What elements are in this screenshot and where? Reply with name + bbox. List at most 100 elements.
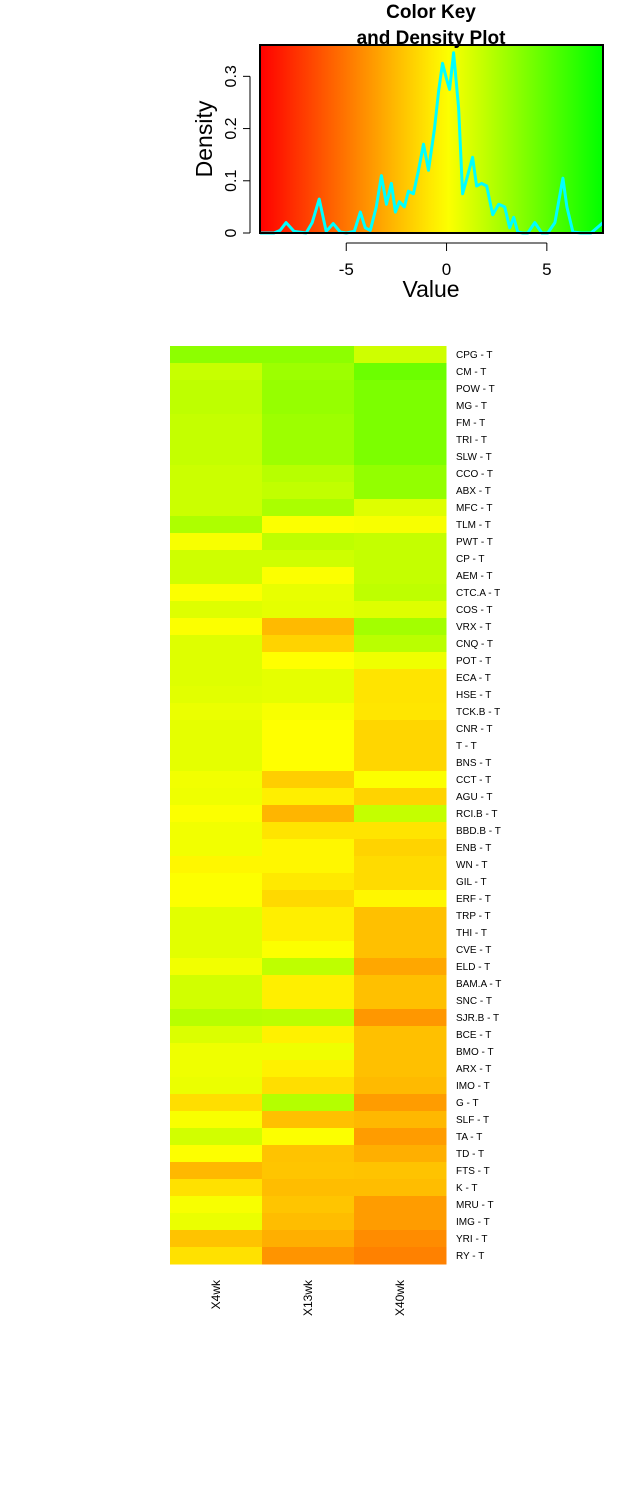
- heatmap-cell: [262, 448, 355, 466]
- y-tick-label: 0.2: [223, 117, 240, 139]
- plot-frame: [259, 44, 604, 234]
- heatmap-cell: [170, 805, 263, 823]
- heatmap-cell: [262, 516, 355, 534]
- x-tick-label: -5: [339, 260, 354, 279]
- row-label: FM - T: [456, 418, 485, 429]
- row-label: RCI.B - T: [456, 809, 497, 820]
- heatmap-cell: [354, 771, 447, 789]
- heatmap-cell: [354, 550, 447, 568]
- row-label: PWT - T: [456, 537, 493, 548]
- row-label: WN - T: [456, 860, 487, 871]
- y-tick-label: 0.3: [223, 65, 240, 87]
- heatmap-cell: [262, 703, 355, 721]
- heatmap-cell: [170, 958, 263, 976]
- y-tick-label: 0.1: [223, 170, 240, 192]
- heatmap-cell: [354, 499, 447, 517]
- heatmap-cell: [170, 822, 263, 840]
- row-label: TD - T: [456, 1149, 484, 1160]
- color-key-title: Color Key and Density Plot: [357, 2, 507, 49]
- heatmap-cell: [354, 839, 447, 857]
- heatmap-cell: [170, 1060, 263, 1078]
- heatmap-cell: [170, 1128, 263, 1146]
- heatmap-cell: [262, 584, 355, 602]
- heatmap-cell: [170, 601, 263, 619]
- heatmap-cell: [262, 363, 355, 381]
- heatmap-cell: [170, 1077, 263, 1095]
- heatmap-cell: [354, 601, 447, 619]
- x-tick-label: 5: [542, 260, 551, 279]
- heatmap-cell: [170, 550, 263, 568]
- row-label: GIL - T: [456, 877, 487, 888]
- heatmap-cell: [354, 856, 447, 874]
- heatmap-cell: [262, 550, 355, 568]
- heatmap-cell: [354, 1094, 447, 1112]
- heatmap-cell: [170, 720, 263, 738]
- heatmap-cell: [354, 465, 447, 483]
- heatmap-cell: [354, 669, 447, 687]
- heatmap-cell: [354, 1060, 447, 1078]
- heatmap-cell: [170, 652, 263, 670]
- heatmap-cell: [354, 720, 447, 738]
- row-label: G - T: [456, 1098, 479, 1109]
- heatmap-cell: [170, 771, 263, 789]
- heatmap-cell: [354, 1179, 447, 1197]
- heatmap-panel: CPG - T CM - T POW - T MG - T FM - T TRI - T S…: [170, 346, 501, 1316]
- heatmap-cell: [262, 924, 355, 942]
- heatmap-cell: [170, 516, 263, 534]
- heatmap-cell: [262, 1094, 355, 1112]
- heatmap-cell: [170, 397, 263, 415]
- heatmap-cell: [262, 1230, 355, 1248]
- heatmap-cell: [262, 1060, 355, 1078]
- heatmap-cell: [354, 907, 447, 925]
- heatmap-cell: [262, 618, 355, 636]
- heatmap-cell: [262, 907, 355, 925]
- heatmap-cell: [170, 533, 263, 551]
- heatmap-cell: [170, 703, 263, 721]
- row-label: CPG - T: [456, 350, 492, 361]
- heatmap-cell: [354, 992, 447, 1010]
- heatmap-cell: [262, 941, 355, 959]
- row-label: COS - T: [456, 605, 492, 616]
- column-label: X40wk: [393, 1279, 407, 1316]
- heatmap-cell: [262, 822, 355, 840]
- heatmap-cell: [354, 890, 447, 908]
- heatmap-cell: [262, 652, 355, 670]
- heatmap-cell: [354, 941, 447, 959]
- row-label: POW - T: [456, 384, 495, 395]
- heatmap-cell: [170, 788, 263, 806]
- heatmap-cell: [262, 346, 355, 364]
- heatmap-cell: [354, 431, 447, 449]
- heatmap-cell: [354, 346, 447, 364]
- row-label: TRP - T: [456, 911, 491, 922]
- row-label: YRI - T: [456, 1234, 487, 1245]
- heatmap-cell: [262, 771, 355, 789]
- row-label: MRU - T: [456, 1200, 494, 1211]
- row-label: ELD - T: [456, 962, 490, 973]
- heatmap-cell: [170, 1145, 263, 1163]
- heatmap-cell: [170, 618, 263, 636]
- row-label: CP - T: [456, 554, 485, 565]
- heatmap-cell: [170, 1162, 263, 1180]
- heatmap-cell: [354, 635, 447, 653]
- row-label: TCK.B - T: [456, 707, 500, 718]
- heatmap-cell: [354, 652, 447, 670]
- heatmap-cell: [170, 856, 263, 874]
- row-label: CM - T: [456, 367, 486, 378]
- heatmap-cell: [262, 380, 355, 398]
- heatmap-cell: [262, 1196, 355, 1214]
- row-label: SJR.B - T: [456, 1013, 499, 1024]
- row-label: MFC - T: [456, 503, 492, 514]
- row-label: CNR - T: [456, 724, 492, 735]
- heatmap-cell: [170, 499, 263, 517]
- heatmap-cell: [170, 1196, 263, 1214]
- heatmap-cell: [354, 533, 447, 551]
- row-label: TA - T: [456, 1132, 482, 1143]
- heatmap-cell: [262, 788, 355, 806]
- heatmap-cell: [170, 1043, 263, 1061]
- row-label: CVE - T: [456, 945, 491, 956]
- column-label: X4wk: [209, 1279, 223, 1309]
- heatmap-cell: [262, 397, 355, 415]
- heatmap-cell: [170, 873, 263, 891]
- row-label: BNS - T: [456, 758, 491, 769]
